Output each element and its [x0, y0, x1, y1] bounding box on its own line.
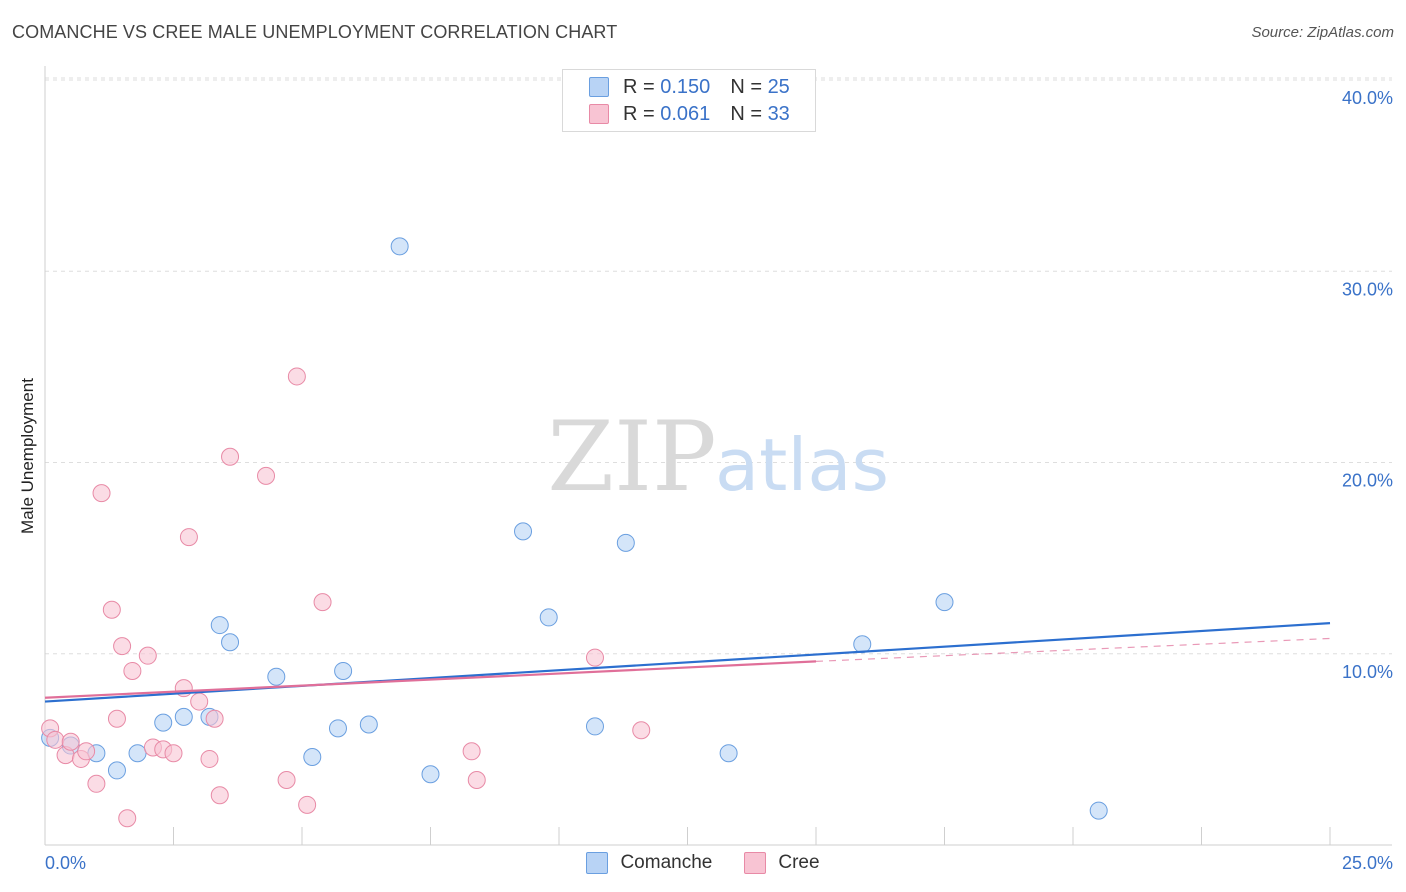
cree-point: [118, 809, 137, 828]
cree-point: [123, 661, 142, 680]
cree-point: [287, 367, 306, 386]
legend-r-value: 0.150: [660, 75, 711, 98]
y-tick-label: 10.0%: [1342, 662, 1393, 682]
cree-point: [113, 637, 132, 656]
legend-item-cree[interactable]: Cree: [744, 852, 820, 874]
stats-legend: R = 0.150 N = 25 R = 0.061 N = 33: [562, 69, 816, 132]
cree-point: [179, 528, 198, 547]
cree-swatch: [589, 104, 609, 124]
legend-r-value: 0.061: [660, 102, 711, 125]
comanche-point: [267, 667, 286, 686]
legend-r-label: R =: [623, 75, 655, 98]
comanche-point: [303, 748, 322, 767]
legend-n-value: 25: [767, 75, 790, 98]
cree-point: [87, 774, 106, 793]
comanche-point: [935, 593, 954, 612]
cree-point: [257, 466, 276, 485]
comanche-trend-line: [44, 622, 1331, 703]
comanche-point: [174, 707, 193, 726]
cree-point: [46, 730, 65, 749]
comanche-point: [154, 713, 173, 732]
comanche-point: [539, 608, 558, 627]
cree-point: [462, 742, 481, 761]
cree-point: [61, 732, 80, 751]
comanche-point: [221, 633, 240, 652]
gridlines: [45, 77, 1392, 655]
cree-point: [190, 692, 209, 711]
legend-n-label: N =: [730, 102, 762, 125]
legend-label-comanche: Comanche: [620, 852, 713, 873]
comanche-point: [421, 765, 440, 784]
comanche-swatch: [589, 77, 609, 97]
legend-label-cree: Cree: [778, 852, 820, 873]
comanche-point: [128, 744, 147, 763]
trend-lines: [44, 622, 1331, 703]
comanche-point: [1089, 801, 1108, 820]
cree-point: [205, 709, 224, 728]
cree-point: [102, 600, 121, 619]
cree-point: [77, 742, 96, 761]
comanche-point: [359, 715, 378, 734]
watermark-zip: ZIP: [547, 401, 716, 513]
cree-point: [467, 770, 486, 789]
x-tick-label: 0.0%: [45, 853, 86, 873]
y-tick-label: 40.0%: [1342, 88, 1393, 108]
cree-point: [107, 709, 126, 728]
cree-legend-swatch: [744, 852, 767, 874]
comanche-point: [328, 719, 347, 738]
comanche-point: [107, 761, 126, 780]
comanche-point: [585, 717, 604, 736]
legend-row-comanche: R = 0.150 N = 25: [589, 76, 790, 98]
legend-item-comanche[interactable]: Comanche: [586, 852, 712, 874]
x-tick-label: 25.0%: [1342, 853, 1393, 873]
legend-n-value: 33: [767, 102, 790, 125]
cree-point: [585, 648, 604, 667]
legend-row-cree: R = 0.061 N = 33: [589, 103, 790, 125]
comanche-point: [334, 661, 353, 680]
comanche-point: [514, 522, 533, 541]
legend-r-label: R =: [623, 102, 655, 125]
legend-n-label: N =: [730, 75, 762, 98]
axes: [44, 66, 1392, 846]
comanche-point: [616, 533, 635, 552]
source-label: Source: ZipAtlas.com: [1251, 24, 1394, 41]
data-points: [41, 237, 1108, 828]
series-legend: Comanche Cree: [0, 852, 1406, 874]
cree-point: [92, 484, 111, 503]
cree-point: [210, 786, 229, 805]
comanche-point: [390, 237, 409, 256]
cree-point: [221, 447, 240, 466]
cree-point: [164, 744, 183, 763]
comanche-legend-swatch: [586, 852, 609, 874]
cree-point: [277, 770, 296, 789]
cree-point: [298, 795, 317, 814]
cree-point: [313, 593, 332, 612]
cree-point: [138, 646, 157, 665]
y-tick-label: 20.0%: [1342, 471, 1393, 491]
watermark: ZIP atlas: [547, 401, 889, 513]
comanche-point: [719, 744, 738, 763]
tick-labels: 10.0% 20.0% 30.0% 40.0% 0.0% 25.0%: [45, 88, 1393, 873]
y-tick-label: 30.0%: [1342, 279, 1393, 299]
comanche-point: [210, 616, 229, 635]
chart-title: COMANCHE VS CREE MALE UNEMPLOYMENT CORRE…: [12, 22, 618, 42]
cree-point: [200, 749, 219, 768]
cree-trend-line: [44, 660, 817, 699]
comanche-point: [853, 635, 872, 654]
watermark-atlas: atlas: [715, 423, 889, 507]
cree-point: [632, 721, 651, 740]
